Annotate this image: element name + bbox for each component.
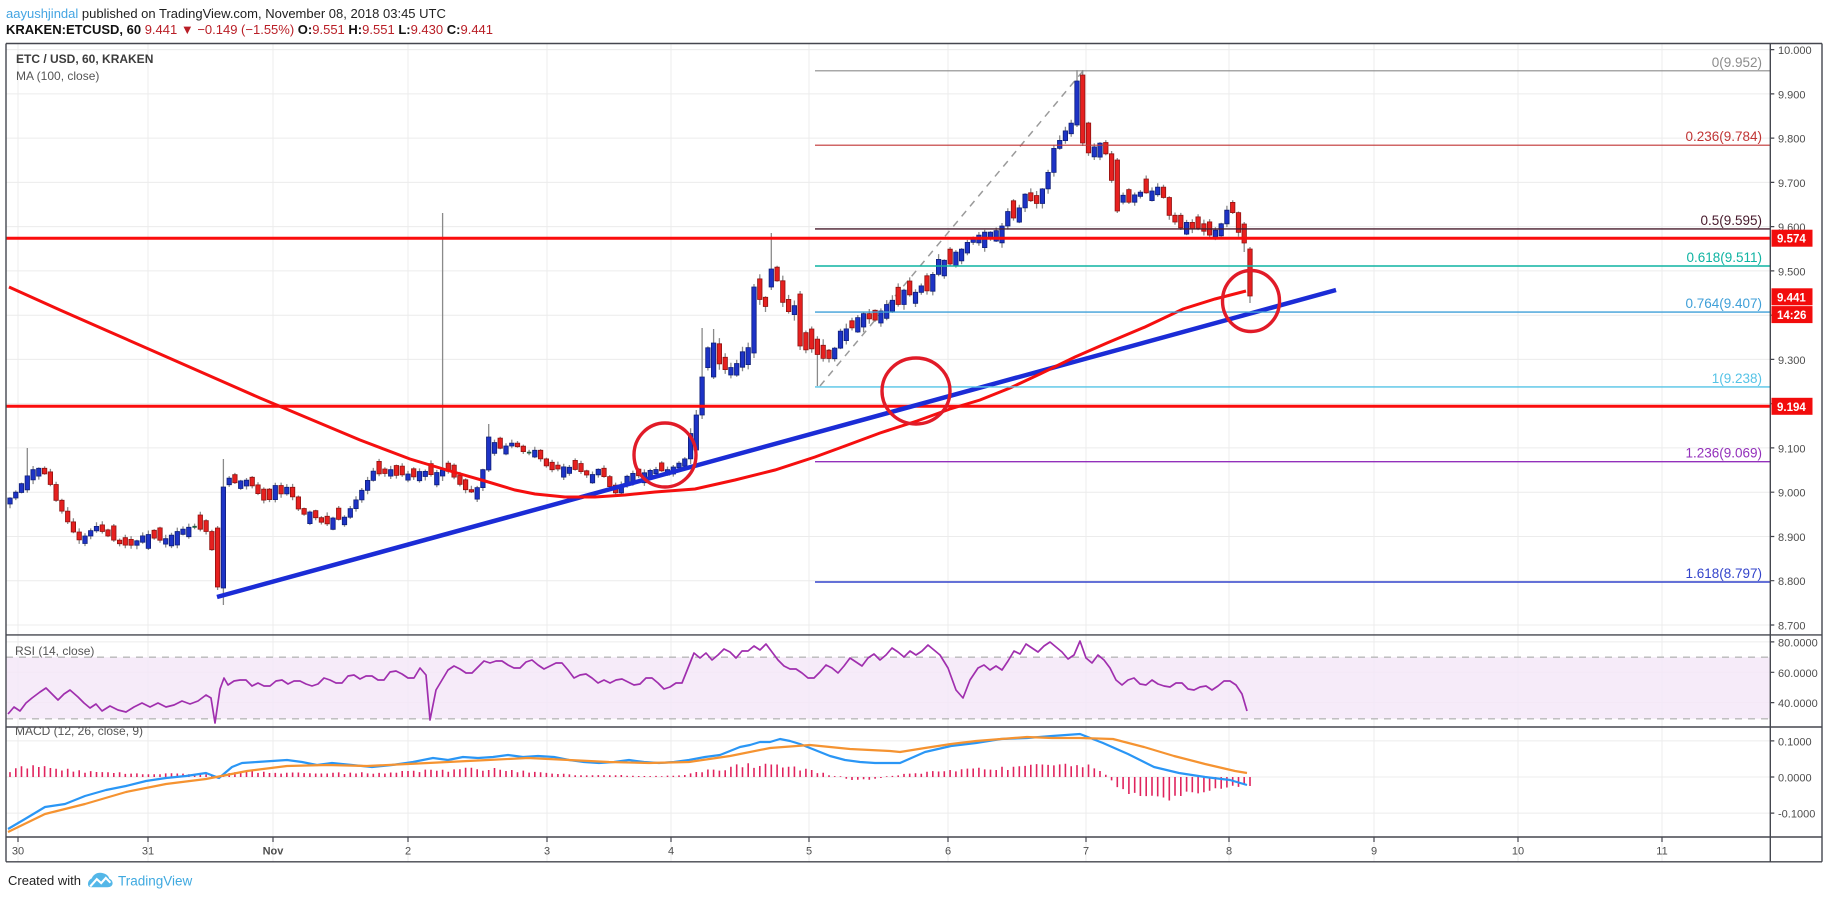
svg-text:1(9.238): 1(9.238) [1712,371,1762,386]
svg-text:14:26: 14:26 [1777,310,1806,322]
svg-text:9.700: 9.700 [1778,178,1806,190]
svg-text:8.900: 8.900 [1778,532,1806,544]
svg-text:0.1000: 0.1000 [1778,736,1812,748]
svg-text:10.000: 10.000 [1778,45,1812,57]
svg-text:3: 3 [544,846,550,858]
svg-text:Created with: Created with [8,873,81,888]
svg-text:8: 8 [1226,846,1232,858]
svg-text:6: 6 [945,846,951,858]
svg-text:Nov: Nov [263,846,285,858]
svg-text:1.236(9.069): 1.236(9.069) [1685,446,1762,461]
svg-text:9: 9 [1371,846,1377,858]
svg-text:0.236(9.784): 0.236(9.784) [1685,129,1762,144]
svg-text:9.000: 9.000 [1778,488,1806,500]
svg-text:60.0000: 60.0000 [1778,668,1818,680]
svg-text:9.500: 9.500 [1778,266,1806,278]
svg-text:30: 30 [12,846,24,858]
svg-text:KRAKEN:ETCUSD, 60 9.441 ▼ −0.1: KRAKEN:ETCUSD, 60 9.441 ▼ −0.149 (−1.55%… [6,22,493,37]
svg-text:11: 11 [1656,846,1667,858]
svg-text:9.800: 9.800 [1778,134,1806,146]
svg-text:9.194: 9.194 [1777,402,1806,414]
svg-text:2: 2 [405,846,411,858]
svg-text:4: 4 [668,846,674,858]
svg-text:ETC / USD, 60, KRAKEN: ETC / USD, 60, KRAKEN [16,52,153,66]
svg-text:0.764(9.407): 0.764(9.407) [1685,296,1762,311]
svg-text:RSI (14, close): RSI (14, close) [15,644,94,658]
svg-text:9.100: 9.100 [1778,443,1806,455]
svg-text:10: 10 [1512,846,1524,858]
svg-text:31: 31 [142,846,154,858]
svg-text:TradingView: TradingView [118,874,193,889]
svg-text:80.0000: 80.0000 [1778,637,1818,649]
svg-text:aayushjindal published on Trad: aayushjindal published on TradingView.co… [6,6,446,21]
svg-text:40.0000: 40.0000 [1778,698,1818,710]
svg-text:0.0000: 0.0000 [1778,773,1812,785]
svg-text:-0.1000: -0.1000 [1778,809,1815,821]
svg-text:0(9.952): 0(9.952) [1712,55,1762,70]
svg-text:9.300: 9.300 [1778,355,1806,367]
svg-text:5: 5 [806,846,812,858]
svg-text:8.700: 8.700 [1778,621,1806,633]
svg-text:0.5(9.595): 0.5(9.595) [1700,213,1762,228]
svg-text:7: 7 [1083,846,1089,858]
svg-text:9.441: 9.441 [1777,292,1806,304]
svg-text:9.900: 9.900 [1778,89,1806,101]
svg-text:MA (100, close): MA (100, close) [16,69,99,83]
svg-text:0.618(9.511): 0.618(9.511) [1686,250,1762,265]
svg-text:1.618(8.797): 1.618(8.797) [1685,566,1762,581]
svg-text:MACD (12, 26, close, 9): MACD (12, 26, close, 9) [15,724,143,738]
svg-text:8.800: 8.800 [1778,576,1806,588]
svg-text:9.574: 9.574 [1777,234,1806,246]
